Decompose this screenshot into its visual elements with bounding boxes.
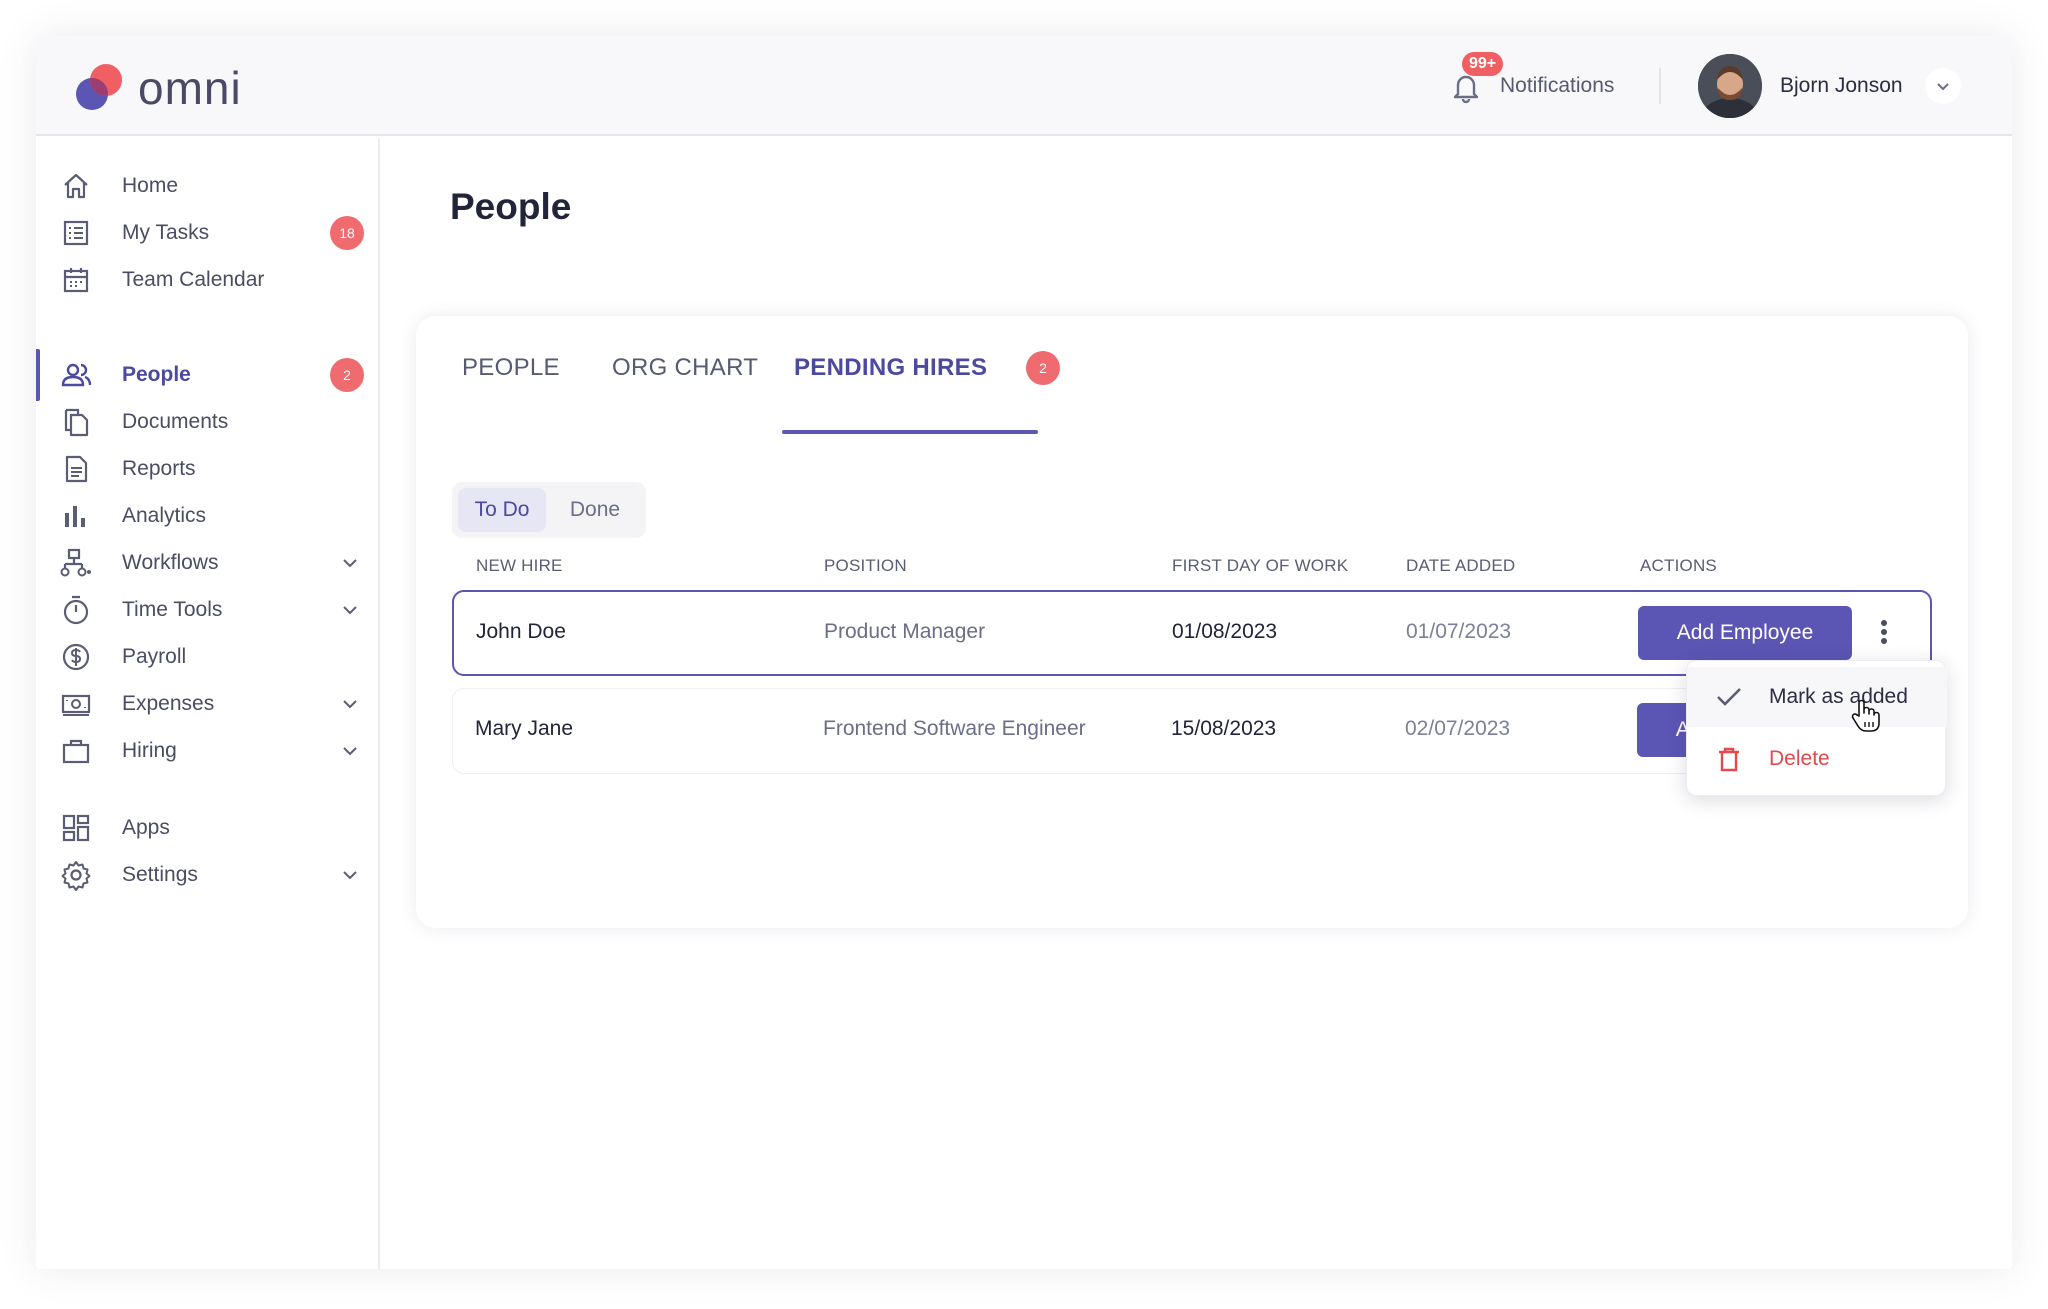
delete-menu-item[interactable]: Delete: [1687, 729, 1947, 789]
tasks-icon: [63, 220, 89, 246]
bell-icon: 99+: [1446, 52, 1504, 106]
sidebar-item-payroll[interactable]: Payroll: [36, 629, 378, 685]
add-employee-button[interactable]: Add Employee: [1638, 606, 1852, 660]
sidebar-item-label: Analytics: [122, 504, 207, 527]
tab-org-chart[interactable]: ORG CHART: [612, 354, 759, 381]
first-day-cell: 01/08/2023: [1172, 620, 1278, 643]
sidebar-item-home[interactable]: Home: [36, 158, 378, 214]
documents-icon: [64, 408, 89, 437]
apps-icon: [62, 814, 90, 842]
logo-mark-icon: [76, 64, 122, 110]
sidebar-item-expenses[interactable]: Expenses: [36, 676, 378, 732]
sidebar-item-label: Home: [122, 174, 179, 197]
column-header-date-added: DATE ADDED: [1406, 556, 1516, 575]
column-header-first-day: FIRST DAY OF WORK: [1172, 556, 1349, 575]
chevron-down-icon: [343, 700, 357, 709]
sidebar-item-my-tasks[interactable]: My Tasks 18: [36, 205, 378, 261]
sidebar-item-hiring[interactable]: Hiring: [36, 723, 378, 779]
status-filter: To Do Done: [452, 482, 646, 538]
sidebar-item-label: Time Tools: [122, 598, 223, 621]
hand-cursor-icon: [1851, 699, 1880, 732]
sidebar-item-label: Workflows: [122, 551, 219, 574]
sidebar: Home My Tasks 18 Team Calendar People 2 …: [36, 138, 380, 1269]
gear-icon: [61, 861, 91, 891]
more-options-icon[interactable]: [1868, 612, 1900, 652]
new-hire-name: Mary Jane: [475, 717, 574, 740]
date-added-cell: 01/07/2023: [1406, 620, 1512, 643]
top-header: omni 99+ Notifications: [36, 36, 2012, 136]
first-day-cell: 15/08/2023: [1171, 717, 1277, 740]
trash-icon: [1719, 747, 1739, 772]
filter-done-button[interactable]: Done: [569, 498, 621, 521]
count-badge: 2: [330, 358, 364, 392]
sidebar-item-label: Reports: [122, 457, 196, 480]
count-badge: 18: [330, 216, 364, 250]
calendar-icon: [63, 268, 89, 293]
briefcase-icon: [62, 739, 90, 764]
sidebar-item-label: Apps: [122, 816, 170, 839]
omni-logo[interactable]: omni: [70, 58, 242, 118]
sidebar-item-label: Settings: [122, 863, 198, 886]
user-menu[interactable]: Bjorn Jonson: [1698, 54, 1961, 118]
sidebar-item-label: My Tasks: [122, 221, 210, 244]
sidebar-item-label: Expenses: [122, 692, 215, 715]
dollar-icon: [62, 643, 90, 671]
app-window: omni 99+ Notifications: [36, 36, 2012, 1269]
reports-icon: [65, 455, 88, 483]
sidebar-item-analytics[interactable]: Analytics: [36, 488, 378, 544]
sidebar-item-apps[interactable]: Apps: [36, 800, 378, 856]
position-cell: Product Manager: [824, 620, 986, 643]
table-row[interactable]: John Doe Product Manager 01/08/2023 01/0…: [452, 590, 1932, 676]
filter-todo-button[interactable]: To Do: [458, 488, 546, 532]
workflows-icon: [60, 548, 91, 577]
mark-as-added-menu-item[interactable]: Mark as added: [1687, 667, 1947, 727]
column-header-position: POSITION: [824, 556, 907, 575]
logo-text: omni: [138, 62, 242, 114]
sidebar-item-settings[interactable]: Settings: [36, 847, 378, 903]
header-divider: [1659, 68, 1661, 104]
chevron-down-icon: [343, 747, 357, 756]
sidebar-item-label: Payroll: [122, 645, 187, 668]
timer-icon: [63, 595, 89, 625]
sidebar-item-label: Hiring: [122, 739, 177, 762]
notifications-label: Notifications: [1500, 74, 1615, 97]
chevron-down-icon: [343, 559, 357, 568]
sidebar-item-label: Documents: [122, 410, 229, 433]
chevron-down-icon: [343, 606, 357, 615]
sidebar-item-workflows[interactable]: Workflows: [36, 535, 378, 591]
pending-hires-card: PEOPLE ORG CHART PENDING HIRES 2 To Do D…: [416, 316, 1968, 928]
delete-label: Delete: [1769, 747, 1830, 770]
avatar: [1698, 54, 1762, 118]
notifications-badge: 99+: [1462, 52, 1504, 76]
sidebar-item-people[interactable]: People 2: [36, 347, 378, 403]
new-hire-name: John Doe: [476, 620, 566, 643]
sidebar-item-documents[interactable]: Documents: [36, 394, 378, 450]
sidebar-item-reports[interactable]: Reports: [36, 441, 378, 497]
tab-pending-hires[interactable]: PENDING HIRES: [794, 354, 988, 381]
tab-count-badge: 2: [1026, 351, 1060, 385]
check-icon: [1717, 688, 1741, 706]
user-name: Bjorn Jonson: [1780, 74, 1903, 97]
home-icon: [64, 173, 88, 199]
tab-people[interactable]: PEOPLE: [462, 354, 560, 381]
sidebar-item-time-tools[interactable]: Time Tools: [36, 582, 378, 638]
expenses-icon: [61, 694, 91, 716]
column-header-actions: ACTIONS: [1640, 556, 1717, 575]
mark-as-added-label: Mark as added: [1769, 685, 1908, 708]
page-title: People: [450, 186, 572, 227]
active-tab-indicator: [782, 430, 1038, 434]
date-added-cell: 02/07/2023: [1405, 717, 1511, 740]
sidebar-item-team-calendar[interactable]: Team Calendar: [36, 252, 378, 308]
people-icon: [61, 363, 92, 387]
chevron-down-icon: [343, 871, 357, 880]
notifications-button[interactable]: 99+ Notifications: [1446, 52, 1615, 108]
column-header-new-hire: NEW HIRE: [476, 556, 563, 575]
sidebar-item-label: People: [122, 363, 191, 386]
position-cell: Frontend Software Engineer: [823, 717, 1086, 740]
chevron-down-icon[interactable]: [1924, 68, 1961, 104]
analytics-icon: [65, 506, 85, 527]
tab-bar: PEOPLE ORG CHART PENDING HIRES 2: [416, 316, 1968, 434]
row-actions-menu: Mark as added Delete: [1686, 660, 1947, 796]
sidebar-item-label: Team Calendar: [122, 268, 265, 291]
